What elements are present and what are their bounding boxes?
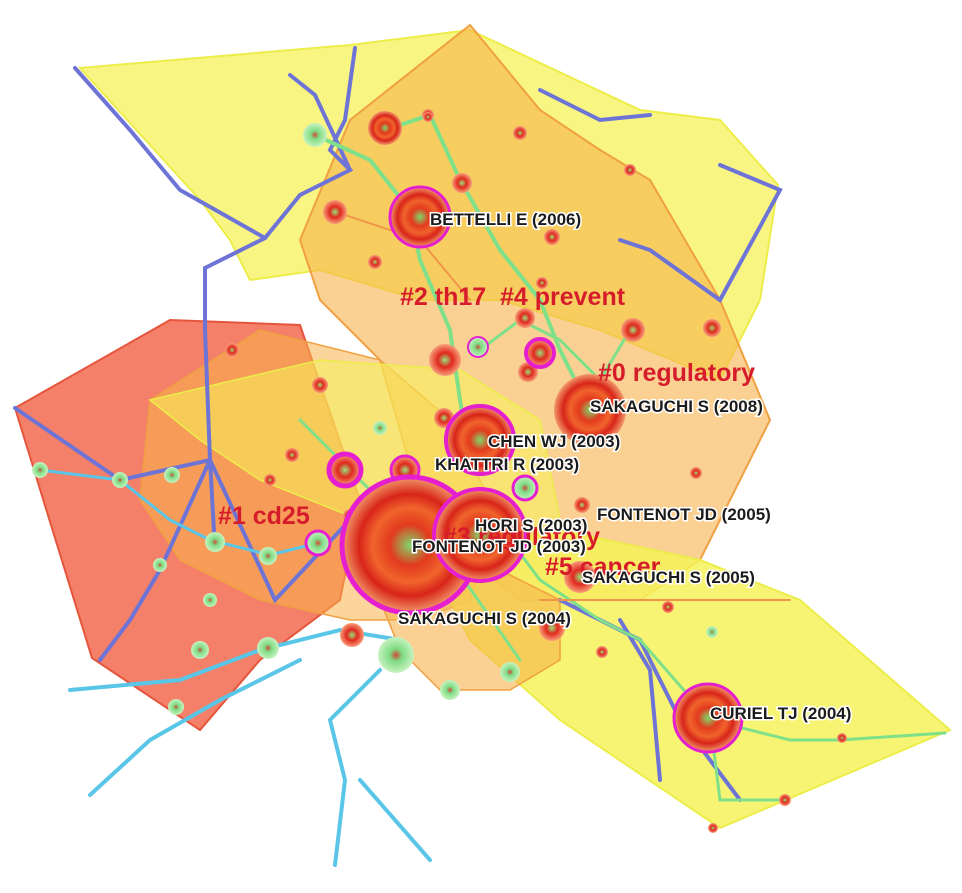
- edge-blue-tree-right: [618, 163, 783, 303]
- edge-cyan-3: [327, 668, 382, 867]
- node-small: [596, 646, 608, 658]
- node-large: [524, 337, 556, 369]
- node-small: [624, 164, 636, 176]
- node-small: [539, 615, 565, 641]
- node-small: [285, 448, 299, 462]
- node-large: [368, 111, 402, 145]
- small-nodes: [32, 109, 847, 833]
- node-label-sakaguchi-2005: SAKAGUCHI S (2005): [582, 568, 755, 587]
- node-small: [703, 319, 721, 337]
- node-large: [304, 529, 332, 557]
- edge-blue-tree-top-right: [538, 88, 652, 123]
- node-small: [662, 601, 674, 613]
- edge-blue-tree-top-left: [73, 66, 267, 240]
- node-small: [515, 308, 535, 328]
- cluster-label-1: #1 cd25: [218, 502, 310, 530]
- node-small: [423, 112, 433, 122]
- node-small: [312, 377, 328, 393]
- node-small: [440, 680, 460, 700]
- node-small: [574, 497, 590, 513]
- node-small: [690, 467, 702, 479]
- node-label-hori: HORI S (2003): [475, 516, 587, 535]
- cluster-labels: #2 th17 #4 prevent #0 regulatory #1 cd25…: [218, 283, 755, 581]
- node-sakaguchi-2008: [554, 374, 626, 446]
- node-label-fontenot-2005: FONTENOT JD (2005): [597, 505, 771, 524]
- node-label-sakaguchi-2004: SAKAGUCHI S (2004): [398, 609, 571, 628]
- node-label-khattri: KHATTRI R (2003): [435, 455, 579, 474]
- node-small: [837, 733, 847, 743]
- node-small: [205, 532, 225, 552]
- edge-green-1: [313, 133, 472, 462]
- node-small: [500, 662, 520, 682]
- edge-cyan-4: [358, 778, 432, 862]
- node-small: [368, 255, 382, 269]
- node-large: [511, 474, 539, 502]
- edge-blue-tree-lower: [98, 458, 212, 662]
- node-small: [536, 277, 548, 289]
- node-small: [378, 637, 414, 673]
- node-large: [467, 336, 489, 358]
- node-small: [323, 200, 347, 224]
- node-small: [112, 472, 128, 488]
- node-label-bettelli: BETTELLI E (2006): [430, 210, 581, 229]
- cluster-label-4: #4 prevent: [500, 283, 626, 311]
- edge-cyan-2: [88, 658, 302, 797]
- node-small: [32, 462, 48, 478]
- cluster-label-2: #2 th17: [400, 283, 486, 311]
- cluster-label-5: #5 cancer: [545, 553, 661, 581]
- node-small: [373, 421, 387, 435]
- node-label-chenwj: CHEN WJ (2003): [488, 432, 620, 451]
- node-small: [544, 229, 560, 245]
- node-label-curiel: CURIEL TJ (2004): [710, 704, 851, 723]
- node-small: [340, 623, 364, 647]
- major-nodes: [304, 111, 744, 754]
- node-small: [303, 123, 327, 147]
- node-small: [706, 626, 718, 638]
- node-small: [164, 467, 180, 483]
- node-small: [708, 823, 718, 833]
- node-label-fontenot-2003: FONTENOT JD (2003): [412, 537, 586, 556]
- node-bettelli: [388, 185, 452, 249]
- edge-blue-tree-main: [203, 46, 357, 552]
- node-small: [203, 593, 217, 607]
- node-labels: BETTELLI E (2006) SAKAGUCHI S (2008) CHE…: [397, 209, 853, 725]
- node-small: [257, 637, 279, 659]
- node-small: [225, 343, 239, 357]
- edge-cyan-5: [38, 468, 332, 557]
- node-small: [513, 126, 527, 140]
- node-small: [259, 547, 277, 565]
- edge-green-4: [708, 718, 947, 742]
- node-khattri: [326, 451, 364, 489]
- node-small: [168, 699, 184, 715]
- node-label-sakaguchi-2008: SAKAGUCHI S (2008): [590, 397, 763, 416]
- edge-green-3: [478, 318, 632, 383]
- node-small: [429, 344, 461, 376]
- node-small: [621, 318, 645, 342]
- node-curiel: [672, 682, 744, 754]
- node-small: [779, 794, 791, 806]
- cluster-label-3: #3 regulatory: [443, 523, 600, 551]
- node-small: [153, 558, 167, 572]
- node-small: [452, 173, 472, 193]
- node-hori: [432, 487, 528, 583]
- node-sakaguchi-2005: [564, 561, 596, 593]
- node-small: [191, 641, 209, 659]
- node-small: [264, 474, 276, 486]
- cluster-label-0: #0 regulatory: [598, 359, 755, 387]
- node-chenwj: [444, 404, 516, 476]
